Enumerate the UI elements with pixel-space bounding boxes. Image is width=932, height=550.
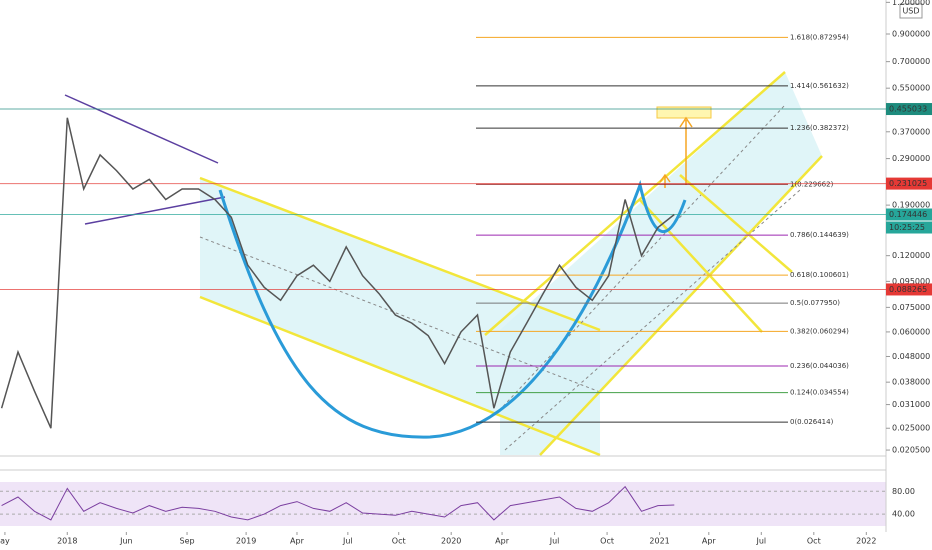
price-tag	[886, 283, 932, 296]
rsi-band	[0, 482, 886, 526]
x-tick-label: Jul	[755, 537, 766, 546]
y-tick-label: 0.095000	[892, 277, 930, 286]
x-tick-label: Jul	[342, 537, 353, 546]
x-tick-label: 2019	[236, 537, 256, 546]
channel-line	[199, 295, 601, 457]
target-box	[656, 106, 712, 119]
y-tick-label: 0.190000	[892, 201, 930, 210]
x-tick-label: Apr	[290, 537, 305, 546]
fib-label: 0.618(0.100601)	[790, 271, 849, 279]
fib-label: 1.618(0.872954)	[790, 33, 849, 41]
y-tick-label: 0.550000	[892, 84, 930, 93]
cup-handle	[218, 179, 687, 439]
fib-label: 0.124(0.034554)	[790, 389, 849, 397]
price-tag	[886, 208, 932, 221]
y-tick-label: 0.075000	[892, 303, 930, 312]
price-tag-label: 0.455033	[889, 105, 927, 114]
x-tick-label: Sep	[180, 537, 195, 546]
y-tick-label: 0.048000	[892, 352, 930, 361]
fib-label: 0.236(0.044036)	[790, 362, 849, 370]
x-tick-label: Apr	[495, 537, 510, 546]
channel-mid	[494, 104, 786, 416]
x-tick-label: Jul	[549, 537, 560, 546]
y-tick-label: 0.700000	[892, 57, 930, 66]
price-tag-label: 0.174446	[889, 210, 927, 219]
channel-line	[679, 174, 793, 273]
channel-fill	[500, 72, 822, 455]
rsi-tick-label: 80.00	[892, 487, 915, 496]
x-tick-label: 2018	[57, 537, 77, 546]
arrow	[659, 116, 693, 188]
countdown: 10:25:25	[889, 223, 925, 232]
fib-label: 0(0.026414)	[790, 418, 834, 426]
x-tick-label: 2022	[856, 537, 876, 546]
price-tag-label: 0.231025	[889, 179, 927, 188]
y-tick-label: 0.020500	[892, 446, 930, 455]
channel-line	[484, 71, 786, 336]
y-tick-label: 0.370000	[892, 127, 930, 136]
price-line	[0, 117, 675, 429]
fib-label: 1.414(0.561632)	[790, 82, 849, 90]
price-tag-label: 0.088265	[889, 285, 927, 294]
triangle-line	[84, 196, 226, 225]
y-tick-label: 0.031000	[892, 400, 930, 409]
channel-line	[639, 199, 763, 333]
fib-label: 0.786(0.144639)	[790, 231, 849, 239]
x-tick-label: Oct	[807, 537, 821, 546]
y-tick-label: 0.900000	[892, 30, 930, 39]
rsi-tick-label: 40.00	[892, 510, 915, 519]
y-tick-label: 0.038000	[892, 378, 930, 387]
y-tick-label: 0.290000	[892, 154, 930, 163]
price-tag	[886, 177, 932, 190]
fib-label: 1(0.229662)	[790, 180, 834, 188]
rsi-line	[1, 485, 675, 521]
x-tick-label: Jun	[119, 537, 133, 546]
fib-label: 1.236(0.382372)	[790, 124, 849, 132]
currency-box	[899, 3, 923, 19]
x-tick-label: 2020	[441, 537, 461, 546]
fib-label: 0.382(0.060294)	[790, 327, 849, 335]
y-tick-label: 0.120000	[892, 251, 930, 260]
y-tick-label: 1.200000	[892, 0, 930, 7]
x-tick-label: Oct	[600, 537, 614, 546]
currency: USD	[902, 7, 919, 16]
x-tick-label: Oct	[392, 537, 406, 546]
x-tick-label: ay	[0, 537, 10, 546]
channel-line	[199, 176, 601, 332]
channel-line	[539, 155, 823, 456]
x-tick-label: Apr	[702, 537, 717, 546]
fib-label: 0.5(0.077950)	[790, 299, 840, 307]
y-tick-label: 0.025000	[892, 424, 930, 433]
y-tick-label: 0.060000	[892, 327, 930, 336]
countdown-tag	[886, 221, 932, 234]
x-tick-label: 2021	[649, 537, 669, 546]
price-tag	[886, 103, 932, 116]
triangle-line	[64, 94, 219, 164]
